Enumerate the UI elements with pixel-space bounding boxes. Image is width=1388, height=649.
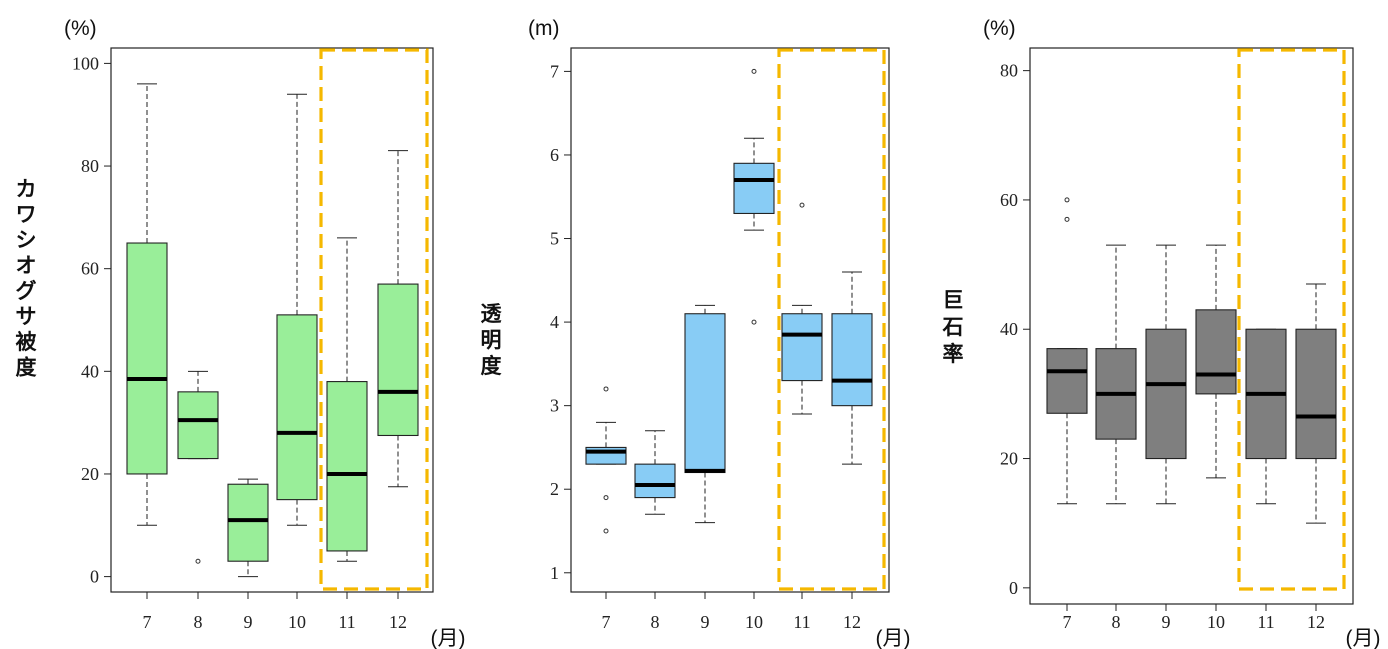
- x-tick-label: 8: [651, 612, 660, 632]
- outlier-point: [751, 68, 757, 74]
- y-tick-label: 60: [1000, 190, 1018, 210]
- x-tick-label: 7: [602, 612, 611, 632]
- y-axis-title-char: 率: [943, 342, 964, 366]
- y-axis-title-char: オ: [16, 254, 37, 278]
- y-axis-title-char: シ: [16, 228, 37, 252]
- y-tick-label: 80: [1000, 61, 1018, 81]
- x-tick-label: 8: [1112, 612, 1121, 632]
- x-tick-label: 11: [338, 612, 355, 632]
- y-axis-title-char: サ: [16, 305, 37, 329]
- y-tick-label: 80: [81, 156, 99, 176]
- y-unit-label: (%): [983, 17, 1016, 40]
- box-iqr: [126, 242, 168, 475]
- x-tick-label: 9: [1162, 612, 1171, 632]
- y-tick-label: 20: [81, 464, 99, 484]
- x-tick-label: 10: [1207, 612, 1225, 632]
- box-iqr: [326, 381, 368, 552]
- y-axis-title-char: 巨: [943, 288, 964, 312]
- y-tick-label: 1: [550, 563, 559, 583]
- outlier-point: [799, 202, 805, 208]
- plot-frame: [1029, 47, 1354, 605]
- x-tick-label: 9: [244, 612, 253, 632]
- y-axis-title-char: グ: [16, 279, 37, 303]
- x-tick-label: 7: [143, 612, 152, 632]
- box-iqr: [634, 463, 676, 499]
- y-tick-label: 4: [550, 312, 559, 332]
- y-tick-label: 40: [81, 361, 99, 381]
- y-unit-label: (m): [528, 17, 559, 40]
- y-tick-label: 6: [550, 145, 559, 165]
- box-iqr: [276, 314, 318, 501]
- y-axis-title: カワシオグサ被度: [16, 177, 38, 380]
- y-axis-title-char: 度: [16, 356, 37, 380]
- x-unit-label: (月): [1346, 627, 1381, 649]
- x-tick-label: 9: [701, 612, 710, 632]
- box-iqr: [377, 283, 419, 437]
- box-iqr: [1195, 309, 1237, 395]
- highlight-box: [777, 48, 886, 591]
- x-tick-label: 10: [745, 612, 763, 632]
- outlier-point: [1064, 216, 1070, 222]
- box-iqr: [1295, 328, 1337, 460]
- x-tick-label: 11: [793, 612, 810, 632]
- y-axis-title-char: カ: [16, 177, 37, 201]
- y-tick-label: 60: [81, 259, 99, 279]
- y-tick-label: 100: [72, 53, 99, 73]
- y-tick-label: 0: [1009, 578, 1018, 598]
- y-tick-label: 0: [90, 567, 99, 587]
- outlier-point: [1064, 197, 1070, 203]
- highlight-box: [319, 48, 429, 591]
- x-tick-label: 12: [1307, 612, 1325, 632]
- y-tick-label: 40: [1000, 319, 1018, 339]
- outlier-point: [603, 528, 609, 534]
- outlier-point: [603, 495, 609, 501]
- box-iqr: [733, 162, 775, 215]
- y-tick-label: 3: [550, 396, 559, 416]
- x-unit-label: (月): [876, 627, 911, 649]
- x-unit-label: (月): [431, 627, 466, 649]
- outlier-point: [195, 558, 201, 564]
- box-iqr: [1046, 348, 1088, 414]
- box-iqr: [177, 391, 219, 460]
- y-tick-label: 2: [550, 479, 559, 499]
- box-iqr: [684, 313, 726, 474]
- y-tick-label: 5: [550, 229, 559, 249]
- y-tick-label: 20: [1000, 449, 1018, 469]
- y-axis-title-char: 明: [481, 328, 502, 352]
- y-axis-title: 透明度: [481, 302, 503, 378]
- box-iqr: [831, 313, 873, 407]
- y-unit-label: (%): [64, 17, 97, 40]
- y-tick-label: 7: [550, 61, 559, 81]
- box-iqr: [227, 483, 269, 562]
- y-axis-title-char: 石: [942, 315, 964, 339]
- box-iqr: [1145, 328, 1187, 460]
- x-tick-label: 11: [1257, 612, 1274, 632]
- x-tick-label: 7: [1063, 612, 1072, 632]
- highlight-box: [1237, 48, 1346, 591]
- x-tick-label: 8: [194, 612, 203, 632]
- y-axis-title-char: 度: [481, 354, 502, 378]
- y-axis-title-char: 透: [481, 302, 503, 326]
- x-tick-label: 12: [843, 612, 861, 632]
- plot-frame: [110, 47, 434, 593]
- x-tick-label: 10: [288, 612, 306, 632]
- y-axis-title-char: 被: [16, 330, 38, 354]
- y-axis-title: 巨石率: [942, 288, 964, 366]
- y-axis-title-char: ワ: [16, 203, 37, 227]
- outlier-point: [751, 319, 757, 325]
- outlier-point: [603, 386, 609, 392]
- x-tick-label: 12: [389, 612, 407, 632]
- box-iqr: [781, 313, 823, 382]
- plot-frame: [570, 47, 890, 593]
